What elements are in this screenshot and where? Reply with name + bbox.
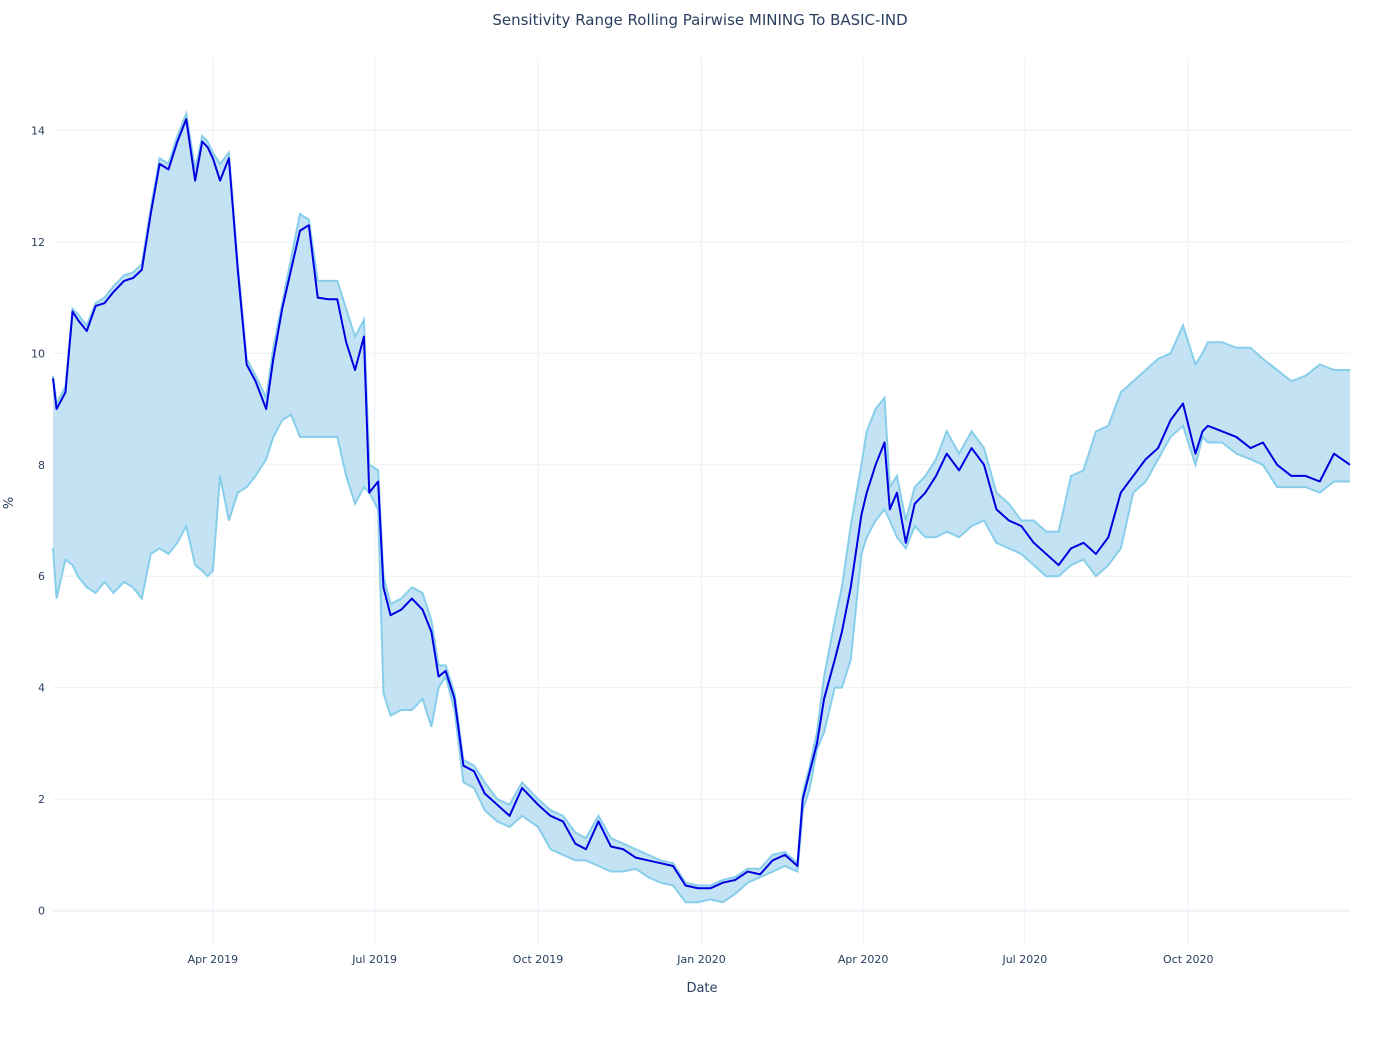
y-axis-title: %: [2, 497, 17, 509]
y-tick-label: 14: [31, 124, 45, 137]
band-upper-line: [52, 109, 1350, 887]
sensitivity-line: [52, 118, 1351, 890]
y-tick-label: 10: [31, 347, 45, 360]
x-tick-label: Jul 2020: [1001, 953, 1047, 966]
main-series-line: [52, 118, 1351, 890]
x-tick-label: Apr 2020: [838, 953, 889, 966]
grid: [53, 58, 1350, 944]
y-tick-label: 6: [38, 570, 45, 583]
y-tick-label: 0: [38, 905, 45, 918]
band-lower-line: [52, 413, 1350, 904]
x-tick-label: Apr 2019: [188, 953, 239, 966]
band-fill: [53, 113, 1350, 903]
y-tick-label: 2: [38, 793, 45, 806]
x-tick-label: Jan 2020: [676, 953, 725, 966]
x-tick-label: Oct 2019: [513, 953, 564, 966]
sensitivity-band: [52, 109, 1350, 904]
chart-title: Sensitivity Range Rolling Pairwise MININ…: [492, 11, 907, 29]
x-tick-label: Oct 2020: [1163, 953, 1214, 966]
x-axis-title: Date: [686, 981, 717, 996]
y-axis-ticks: 0 2 4 6 8 10 12 14: [31, 124, 45, 917]
y-tick-label: 8: [38, 459, 45, 472]
x-axis-ticks: Apr 2019 Jul 2019 Oct 2019 Jan 2020 Apr 2020…: [188, 953, 1214, 966]
y-tick-label: 12: [31, 236, 45, 249]
x-tick-label: Jul 2019: [351, 953, 397, 966]
y-tick-label: 4: [38, 682, 45, 695]
